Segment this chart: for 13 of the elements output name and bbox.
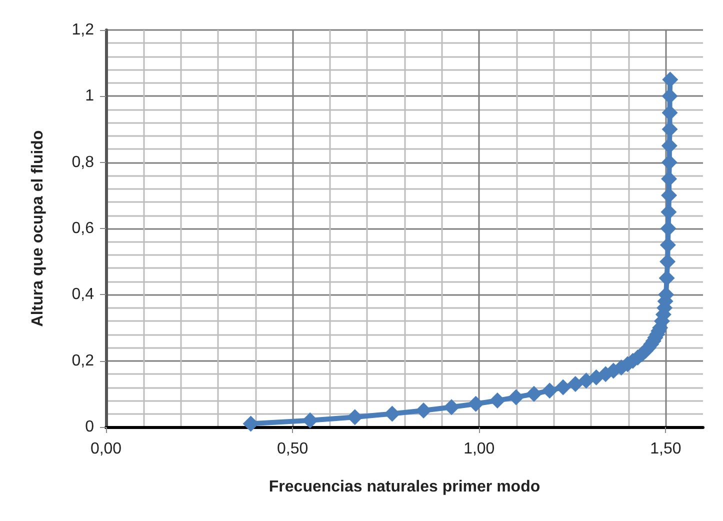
y-tick-label: 1: [85, 88, 94, 105]
y-tick-label: 0,2: [72, 352, 94, 370]
y-tick-label: 0,8: [72, 154, 94, 171]
x-tick-label: 1,00: [464, 440, 495, 458]
x-tick-label: 1,50: [650, 440, 682, 458]
y-tick-label: 0: [85, 418, 94, 436]
y-tick-label: 1,2: [72, 22, 94, 38]
x-axis-title: Frecuencias naturales primer modo: [268, 478, 540, 496]
y-tick-label: 0,6: [72, 220, 94, 237]
x-tick-label: 0,50: [276, 440, 308, 458]
x-tick-label: 0,00: [90, 440, 122, 458]
y-axis-title: Altura que ocupa el fluido: [30, 130, 46, 327]
y-tick-label: 0,4: [72, 286, 94, 304]
